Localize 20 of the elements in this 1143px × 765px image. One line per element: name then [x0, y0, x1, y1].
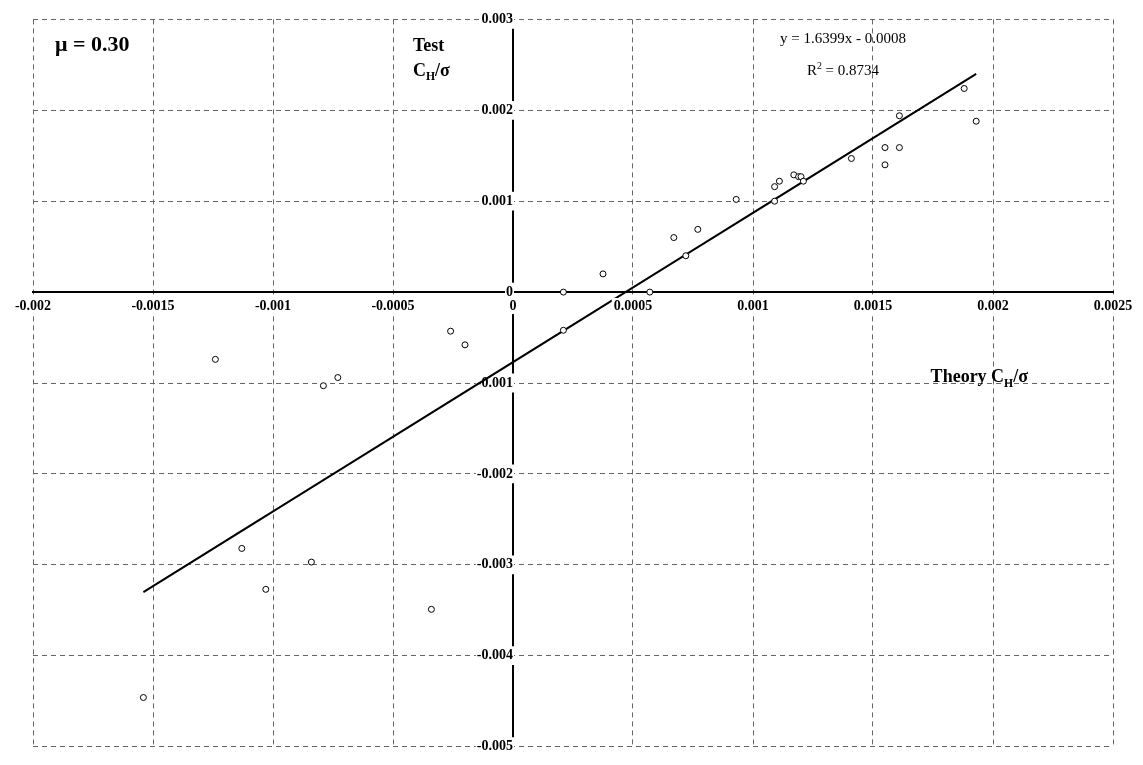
x-tick-label: 0.001 [737, 297, 769, 313]
y-tick-label: -0.004 [476, 647, 513, 663]
y-tick-label: -0.005 [476, 738, 513, 754]
y-tick-label: -0.002 [476, 465, 513, 481]
y-tick-label: -0.003 [476, 556, 513, 572]
x-tick-label: 0.002 [977, 297, 1009, 313]
x-tick-label: 0.0025 [1093, 297, 1133, 313]
x-tick-label: 0.0005 [613, 297, 653, 313]
y-tick-label: 0 [506, 283, 513, 299]
annotation: μ = 0.30 [55, 31, 130, 57]
x-tick-label: 0.0015 [853, 297, 893, 313]
x-tick-label: -0.001 [254, 297, 292, 313]
y-tick-label: 0.001 [481, 192, 513, 208]
y-tick-label: -0.001 [476, 374, 513, 390]
y-tick-label: 0.003 [481, 11, 513, 27]
x-tick-label: -0.0005 [371, 297, 415, 313]
annotation: y = 1.6399x - 0.0008 [780, 30, 906, 47]
x-tick-label: -0.0015 [131, 297, 175, 313]
x-tick-label: -0.002 [14, 297, 52, 313]
y-tick-label: 0.002 [481, 101, 513, 117]
